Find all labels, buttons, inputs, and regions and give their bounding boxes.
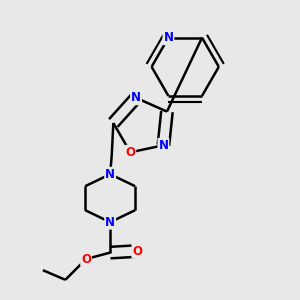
Text: N: N: [158, 139, 168, 152]
Text: O: O: [132, 244, 142, 257]
Text: N: N: [105, 168, 115, 181]
Text: N: N: [164, 31, 173, 44]
Text: N: N: [105, 216, 115, 229]
Text: N: N: [131, 91, 141, 104]
Text: O: O: [125, 146, 135, 159]
Text: O: O: [81, 253, 91, 266]
